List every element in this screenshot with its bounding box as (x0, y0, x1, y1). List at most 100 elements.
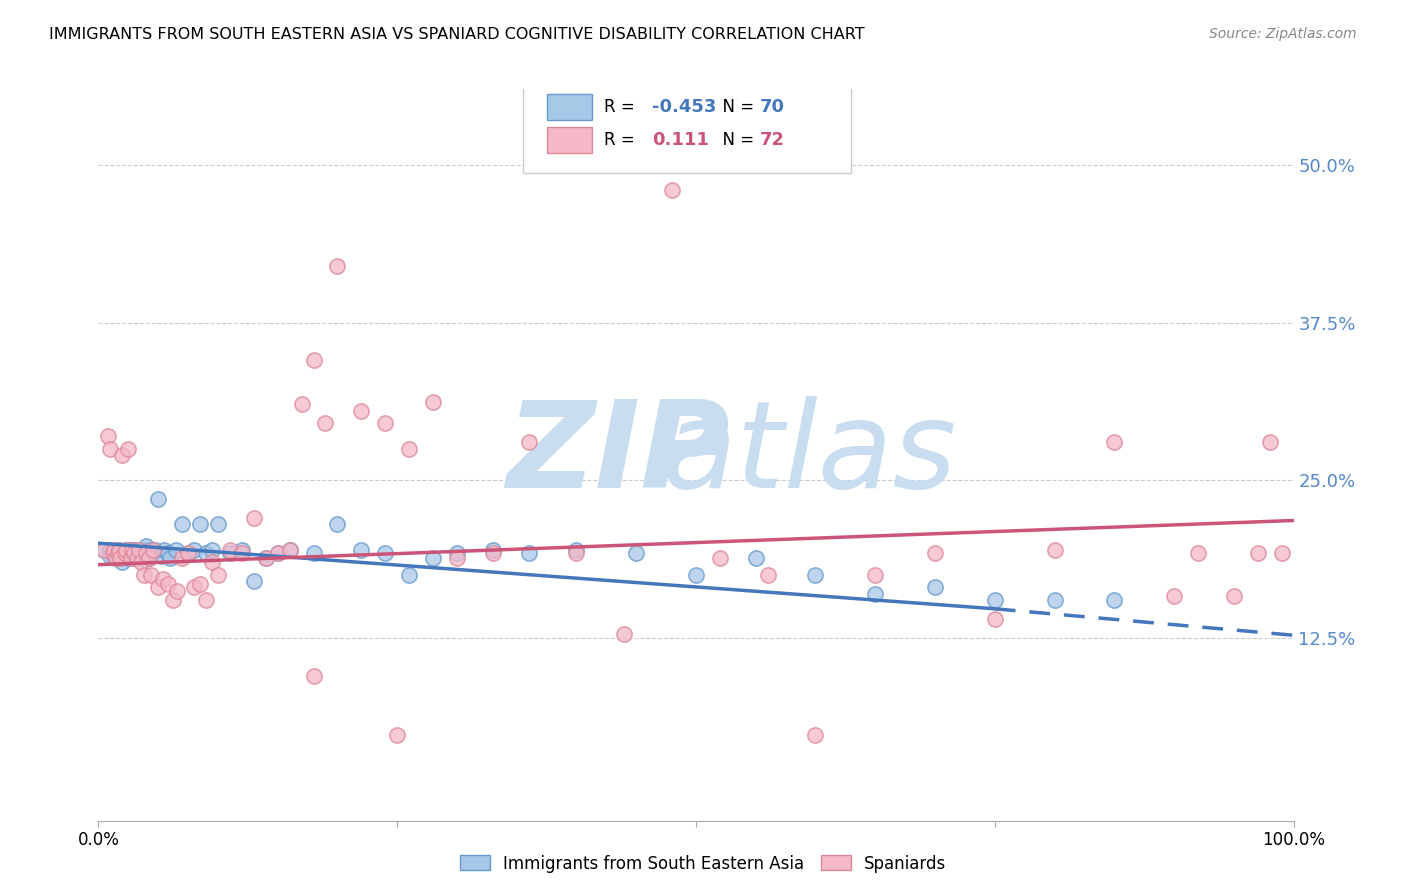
Point (165, 542, 187, 557)
Point (207, 567, 229, 582)
Point (131, 555, 153, 569)
Point (756, 567, 779, 582)
Point (132, 567, 155, 582)
Point (517, 435, 540, 450)
Point (114, 546, 136, 560)
Point (162, 593, 184, 607)
Point (350, 404, 373, 418)
Text: N =: N = (711, 130, 759, 149)
Point (166, 584, 188, 599)
Point (101, 546, 124, 560)
Point (124, 551, 146, 566)
Point (207, 517, 229, 532)
Point (98, 549, 122, 563)
Text: -0.453: -0.453 (652, 98, 716, 116)
Text: R =: R = (605, 130, 640, 149)
Point (1247, 546, 1270, 560)
Point (613, 627, 636, 641)
Point (243, 574, 266, 588)
Point (302, 353, 325, 368)
Point (350, 542, 373, 557)
Point (1223, 589, 1246, 603)
Text: IMMIGRANTS FROM SOUTH EASTERN ASIA VS SPANIARD COGNITIVE DISABILITY CORRELATION : IMMIGRANTS FROM SOUTH EASTERN ASIA VS SP… (49, 27, 865, 42)
Legend: Immigrants from South Eastern Asia, Spaniards: Immigrants from South Eastern Asia, Span… (453, 848, 953, 880)
Point (127, 542, 149, 557)
Point (129, 551, 152, 566)
Point (924, 546, 946, 560)
Point (219, 546, 242, 560)
Point (231, 546, 253, 560)
Point (121, 542, 143, 557)
Point (302, 546, 325, 560)
Point (135, 546, 157, 560)
Point (1104, 593, 1126, 607)
Point (107, 549, 129, 563)
Point (243, 511, 266, 525)
Point (177, 546, 200, 560)
Point (804, 567, 827, 582)
Point (115, 542, 138, 557)
Point (565, 546, 588, 560)
Point (231, 542, 253, 557)
Point (374, 417, 396, 431)
Point (984, 593, 1007, 607)
Point (626, 546, 648, 560)
Point (105, 543, 128, 558)
Point (139, 567, 162, 582)
Point (98, 442, 122, 456)
Point (93, 542, 115, 557)
Point (219, 542, 242, 557)
Point (97, 429, 120, 443)
Point (254, 551, 277, 566)
Point (125, 551, 148, 566)
Point (105, 551, 128, 566)
Text: atlas: atlas (662, 396, 957, 514)
Point (1163, 589, 1185, 603)
Point (565, 542, 588, 557)
Point (131, 546, 153, 560)
Point (804, 728, 827, 742)
Point (1104, 435, 1126, 450)
Point (138, 551, 160, 566)
Point (128, 542, 150, 557)
Point (481, 542, 505, 557)
Point (422, 551, 444, 566)
Point (278, 542, 301, 557)
Point (398, 442, 420, 456)
Point (93, 542, 115, 557)
Point (101, 546, 124, 560)
Point (108, 546, 131, 560)
Point (254, 551, 277, 566)
Point (172, 551, 194, 566)
Point (156, 576, 179, 591)
Point (326, 517, 349, 532)
Point (111, 555, 134, 569)
Point (108, 551, 131, 566)
Point (195, 546, 218, 560)
Point (128, 549, 150, 563)
Point (267, 546, 290, 560)
Point (267, 546, 290, 560)
Point (1043, 542, 1066, 557)
Point (121, 549, 143, 563)
Point (159, 551, 181, 566)
Point (422, 395, 444, 409)
Point (1258, 435, 1281, 450)
Point (148, 491, 170, 506)
Point (148, 580, 170, 594)
Point (172, 517, 194, 532)
Point (865, 587, 887, 601)
Point (326, 259, 349, 273)
Point (103, 542, 125, 557)
Point (104, 551, 127, 566)
Point (115, 542, 138, 557)
Point (132, 542, 155, 557)
Point (135, 546, 157, 560)
Text: ZIP: ZIP (506, 396, 730, 514)
Point (398, 567, 420, 582)
Point (1187, 546, 1209, 560)
Text: R =: R = (605, 98, 640, 116)
Point (201, 542, 224, 557)
Point (141, 546, 163, 560)
Point (124, 542, 146, 557)
